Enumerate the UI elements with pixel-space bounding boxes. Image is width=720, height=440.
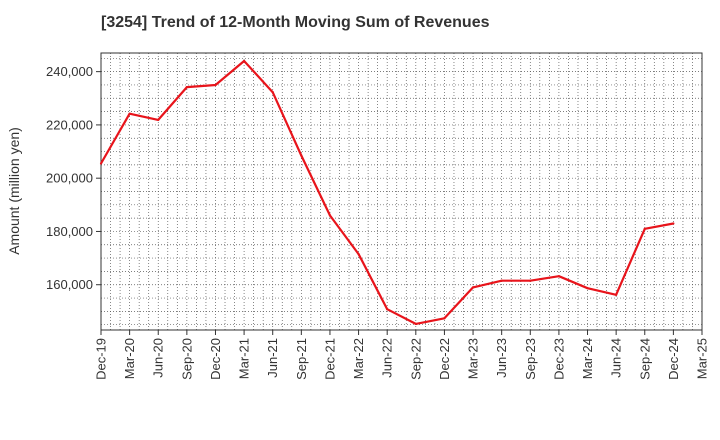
data-point bbox=[328, 214, 332, 217]
x-tick-label: Jun-23 bbox=[494, 338, 509, 378]
data-point bbox=[128, 112, 131, 115]
y-axis: 160,000 180,000 200,000 220,000 240,000 bbox=[46, 64, 101, 292]
y-tick-label: 160,000 bbox=[46, 277, 93, 292]
x-tick-label: Dec-20 bbox=[208, 338, 223, 380]
data-point bbox=[414, 322, 417, 325]
x-tick-label: Dec-19 bbox=[94, 338, 109, 380]
data-point bbox=[214, 83, 217, 87]
x-tick-label: Sep-22 bbox=[408, 338, 423, 380]
data-point bbox=[643, 227, 646, 230]
data-point bbox=[357, 252, 360, 256]
data-point bbox=[471, 286, 475, 289]
data-point bbox=[386, 308, 389, 311]
x-tick-label: Sep-20 bbox=[179, 338, 194, 380]
y-tick-label: 180,000 bbox=[46, 224, 93, 239]
x-tick-label: Dec-22 bbox=[437, 338, 452, 380]
data-point bbox=[99, 162, 103, 165]
x-tick-label: Mar-22 bbox=[351, 338, 366, 379]
x-tick-label: Jun-21 bbox=[265, 338, 280, 378]
x-tick-label: Mar-25 bbox=[695, 338, 710, 379]
data-point bbox=[185, 85, 188, 89]
gridlines bbox=[101, 53, 702, 330]
x-tick-label: Mar-23 bbox=[466, 338, 481, 379]
x-tick-label: Jun-24 bbox=[609, 338, 624, 378]
x-tick-label: Mar-24 bbox=[580, 338, 595, 379]
data-point bbox=[529, 279, 532, 282]
data-point bbox=[157, 118, 160, 121]
x-tick-label: Sep-24 bbox=[637, 338, 652, 380]
data-point bbox=[271, 91, 274, 94]
x-tick-label: Dec-24 bbox=[666, 338, 681, 380]
x-tick-label: Jun-22 bbox=[380, 338, 395, 378]
data-point bbox=[500, 279, 503, 282]
x-tick-label: Mar-21 bbox=[237, 338, 252, 379]
data-point bbox=[615, 293, 618, 296]
data-point bbox=[672, 222, 675, 225]
plot-area bbox=[100, 52, 703, 331]
x-tick-label: Sep-21 bbox=[294, 338, 309, 380]
x-tick-label: Jun-20 bbox=[151, 338, 166, 378]
y-tick-label: 240,000 bbox=[46, 64, 93, 79]
x-axis: Dec-19 Mar-20 Jun-20 Sep-20 Dec-20 Mar-21 Jun-… bbox=[94, 330, 710, 380]
data-point bbox=[300, 154, 303, 157]
x-tick-label: Mar-20 bbox=[122, 338, 137, 379]
x-tick-label: Dec-23 bbox=[551, 338, 566, 380]
x-tick-label: Dec-21 bbox=[322, 338, 337, 380]
series-layer bbox=[99, 59, 675, 325]
chart-title: [3254] Trend of 12-Month Moving Sum of R… bbox=[101, 14, 490, 31]
data-point bbox=[586, 287, 589, 290]
y-tick-label: 220,000 bbox=[46, 117, 93, 132]
data-point bbox=[443, 317, 446, 320]
data-point bbox=[242, 59, 246, 63]
y-axis-label: Amount (million yen) bbox=[6, 127, 22, 255]
x-tick-label: Sep-23 bbox=[523, 338, 538, 380]
y-tick-label: 200,000 bbox=[46, 171, 93, 186]
data-point bbox=[557, 275, 561, 278]
